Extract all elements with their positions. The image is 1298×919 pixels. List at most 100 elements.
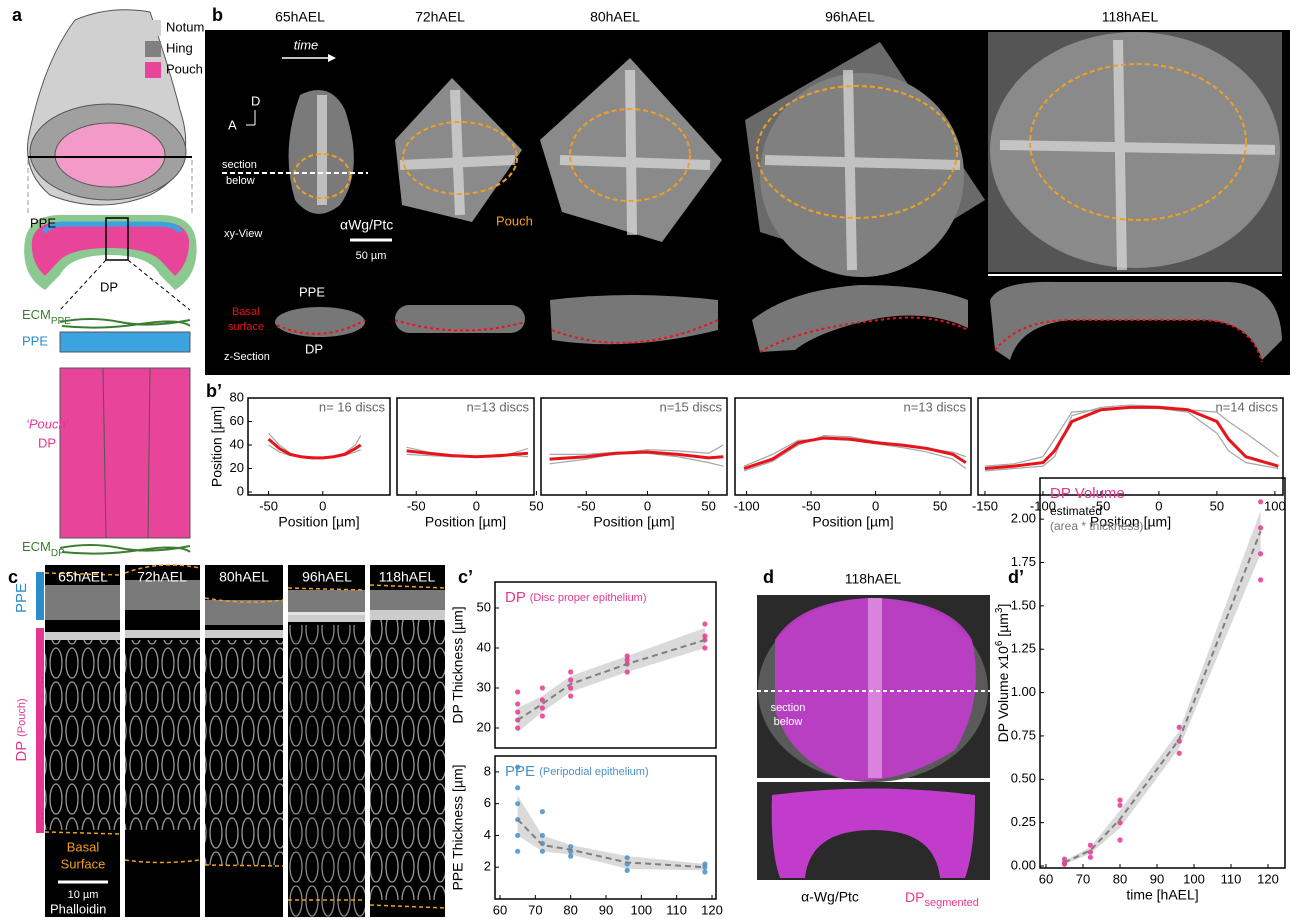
label: ‘Pouch’ xyxy=(26,416,70,431)
label: z-Section xyxy=(224,351,270,363)
subtitle: (Disc proper epithelium) xyxy=(530,592,647,604)
annotation: estimated xyxy=(1050,504,1102,518)
x-tick-label: -50 xyxy=(802,498,821,513)
y-tick-label: 0.75 xyxy=(1011,727,1036,742)
profile-line xyxy=(743,438,967,469)
label: α-Wg/Ptc xyxy=(801,889,859,905)
y-tick-label: 6 xyxy=(484,795,491,810)
x-tick-label: 80 xyxy=(563,902,577,917)
annotation: n=14 discs xyxy=(1215,399,1278,414)
time-label: 80hAEL xyxy=(590,9,640,25)
legend-label: Pouch xyxy=(166,61,203,76)
plot-frame xyxy=(247,397,391,496)
label: Pouch xyxy=(496,213,533,228)
x-axis-label: Position [µm] xyxy=(1090,514,1171,530)
y-tick-label: 2.00 xyxy=(1011,511,1036,526)
label: DP xyxy=(305,341,323,356)
y-tick-label: 40 xyxy=(230,436,244,451)
title: PPE xyxy=(505,763,535,780)
label: PPE xyxy=(22,333,48,348)
y-tick-label: 4 xyxy=(484,827,491,842)
confidence-band xyxy=(1064,510,1261,865)
data-point xyxy=(539,705,546,711)
time-label: 96hAEL xyxy=(302,569,352,585)
x-tick-label: -100 xyxy=(1030,498,1056,513)
y-axis-label: Position [µm] xyxy=(209,406,225,487)
plot-frame xyxy=(734,397,972,496)
microscopy-b xyxy=(205,30,1290,375)
label: PPE xyxy=(30,215,56,230)
x-tick-label: 60 xyxy=(493,902,507,917)
data-point xyxy=(702,869,708,875)
label: DP (Pouch) xyxy=(13,698,30,761)
x-tick-label: 0 xyxy=(872,498,879,513)
label: DP xyxy=(100,279,118,294)
data-point xyxy=(624,867,630,874)
y-axis-label: PPE Thickness [µm] xyxy=(450,764,466,890)
x-tick-label: 100 xyxy=(1264,498,1286,513)
y-tick-label: 2 xyxy=(484,859,491,874)
subtitle: (Peripodial epithelium) xyxy=(539,766,648,778)
x-tick-label: 100 xyxy=(630,902,652,917)
label: section xyxy=(222,159,257,171)
data-point xyxy=(568,853,574,859)
annotation: n=13 discs xyxy=(466,399,529,414)
panel-label: d’ xyxy=(1008,567,1024,587)
chart-title: PPE (Peripodial epithelium) xyxy=(505,763,649,780)
panel-label: c’ xyxy=(458,567,473,587)
y-tick-label: 0.00 xyxy=(1011,857,1036,872)
data-point xyxy=(539,832,546,839)
time-label: 96hAEL xyxy=(825,9,875,25)
y-tick-label: 60 xyxy=(230,413,244,428)
data-point xyxy=(515,709,521,715)
data-point xyxy=(1117,820,1123,826)
plot-frame xyxy=(1039,477,1286,869)
data-point xyxy=(1258,499,1264,505)
x-tick-label: 0 xyxy=(1155,498,1162,513)
y-axis-label-part: [µm xyxy=(995,613,1011,641)
label: below xyxy=(774,716,803,728)
x-axis-label: Position [µm] xyxy=(593,514,674,530)
data-point xyxy=(539,697,546,703)
data-point xyxy=(515,832,521,839)
label: DP xyxy=(13,741,30,762)
time-label: 65hAEL xyxy=(58,569,108,585)
plot-frame xyxy=(977,397,1284,496)
label: ECMPPE xyxy=(22,307,71,326)
y-tick-label: 0.25 xyxy=(1011,814,1036,829)
title: DP Volume xyxy=(1050,485,1125,502)
legend-label: Hing xyxy=(166,40,193,55)
data-point xyxy=(515,848,521,854)
annotation: n=15 discs xyxy=(659,399,722,414)
panel-label: b’ xyxy=(206,381,222,401)
y-tick-label: 20 xyxy=(477,719,491,734)
data-point xyxy=(1061,856,1068,862)
label: PPE xyxy=(299,284,325,299)
label: ECMDP xyxy=(22,539,65,558)
data-point xyxy=(568,677,574,683)
label: D xyxy=(251,93,260,108)
x-tick-label: 50 xyxy=(529,498,543,513)
x-tick-label: 120 xyxy=(1257,871,1279,886)
annotation: n= 16 discs xyxy=(319,399,386,414)
y-tick-label: 40 xyxy=(477,639,491,654)
x-axis-label: Position [µm] xyxy=(812,514,893,530)
data-point xyxy=(624,657,630,663)
data-point xyxy=(515,764,521,770)
subscript: segmented xyxy=(924,897,978,909)
data-point xyxy=(515,801,521,807)
data-point xyxy=(515,725,521,731)
subscript: PPE xyxy=(51,316,71,327)
y-tick-label: 0 xyxy=(237,483,244,498)
data-point xyxy=(1176,750,1182,756)
chart-title: DP Volume xyxy=(1050,485,1125,502)
data-point xyxy=(515,785,521,791)
data-point xyxy=(539,685,546,691)
x-axis-label: time [hAEL] xyxy=(1126,887,1198,903)
profile-line xyxy=(984,405,1279,470)
data-point xyxy=(539,713,546,719)
legend-label: Notum xyxy=(166,19,204,34)
y-tick-label: 80 xyxy=(230,389,244,404)
confidence-band xyxy=(517,795,705,871)
